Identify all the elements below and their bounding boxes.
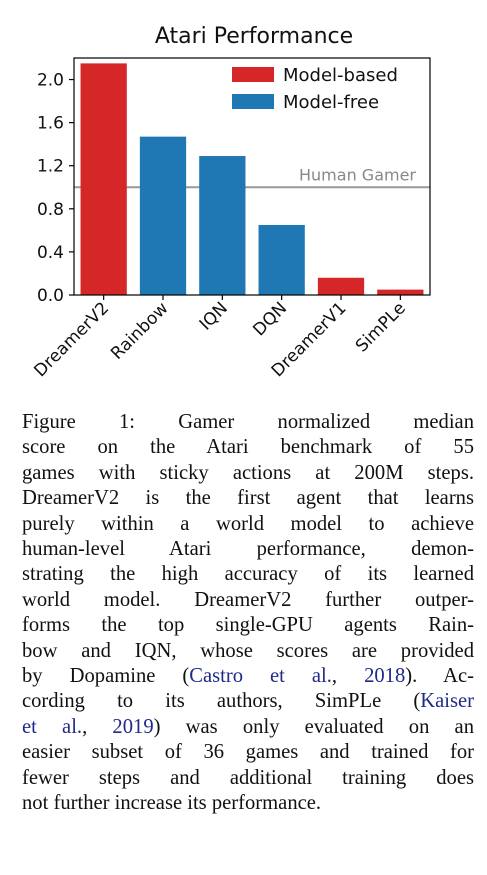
caption-line: cording to its authors, SimPLe (Kaiser bbox=[22, 689, 474, 714]
caption-text: , bbox=[331, 665, 365, 688]
legend-label: Model-free bbox=[283, 92, 379, 113]
legend-label: Model-based bbox=[283, 65, 398, 86]
y-tick-label: 1.2 bbox=[37, 157, 64, 177]
caption-text: score on the Atari benchmark of 55 bbox=[22, 436, 474, 459]
bar-simple bbox=[377, 289, 424, 295]
x-tick-label: DreamerV2 bbox=[30, 298, 113, 381]
bars bbox=[80, 63, 424, 295]
caption-text: games with sticky actions at 200M steps. bbox=[22, 461, 474, 484]
caption-text: human-level Atari performance, demon- bbox=[22, 538, 474, 561]
caption-line: not further increase its performance. bbox=[22, 791, 474, 816]
figure-caption: Figure 1: Gamer normalized median score o… bbox=[22, 410, 474, 817]
bar-dqn bbox=[258, 224, 305, 295]
legend-swatch bbox=[232, 94, 274, 109]
x-tick-label: DQN bbox=[249, 298, 291, 340]
y-tick-label: 2.0 bbox=[37, 71, 64, 91]
legend-swatch bbox=[232, 67, 274, 82]
bar-dreamerv2 bbox=[80, 63, 127, 295]
citation-link[interactable]: Castro et al. bbox=[189, 665, 332, 688]
human-gamer-label: Human Gamer bbox=[299, 165, 416, 184]
y-tick-label: 0.4 bbox=[37, 243, 64, 263]
caption-line: purely within a world model to achieve bbox=[22, 512, 474, 537]
caption-line: et al., 2019) was only evaluated on an bbox=[22, 715, 474, 740]
caption-text: easier subset of 36 games and trained fo… bbox=[22, 741, 474, 764]
caption-line: DreamerV2 is the first agent that learns bbox=[22, 486, 474, 511]
caption-line: fewer steps and additional training does bbox=[22, 766, 474, 791]
y-tick-label: 1.6 bbox=[37, 114, 64, 134]
reference-layer: Human Gamer bbox=[74, 165, 430, 189]
caption-line: easier subset of 36 games and trained fo… bbox=[22, 740, 474, 765]
citation-link[interactable]: 2018 bbox=[364, 665, 406, 688]
citation-link[interactable]: et al. bbox=[22, 715, 83, 738]
x-tick-label: IQN bbox=[196, 298, 232, 334]
y-tick-label: 0.0 bbox=[37, 286, 64, 306]
caption-line: by Dopamine (Castro et al., 2018). Ac- bbox=[22, 664, 474, 689]
caption-text: cording to its authors, SimPLe ( bbox=[22, 690, 421, 713]
caption-text: strating the high accuracy of its learne… bbox=[22, 563, 474, 586]
bar-rainbow bbox=[139, 136, 187, 295]
caption-line: score on the Atari benchmark of 55 bbox=[22, 435, 474, 460]
caption-text: fewer steps and additional training does bbox=[22, 766, 474, 789]
caption-line: world model. DreamerV2 further outper- bbox=[22, 588, 474, 613]
citation-link[interactable]: 2019 bbox=[112, 715, 154, 738]
y-axis: 0.0 0.4 0.8 1.2 1.6 2.0 bbox=[37, 71, 74, 306]
caption-line: games with sticky actions at 200M steps. bbox=[22, 461, 474, 486]
caption-text: ). Ac- bbox=[405, 665, 474, 688]
y-tick-label: 0.8 bbox=[37, 200, 64, 220]
caption-text: by Dopamine ( bbox=[22, 665, 190, 688]
bar-dreamerv1 bbox=[317, 277, 365, 295]
caption-text: bow and IQN, whose scores are provided bbox=[22, 639, 474, 662]
x-tick-label: Rainbow bbox=[107, 298, 172, 363]
caption-text: , bbox=[82, 715, 113, 738]
bar-iqn bbox=[199, 156, 246, 295]
legend: Model-based Model-free bbox=[232, 65, 398, 113]
caption-text: ) was only evaluated on an bbox=[153, 715, 474, 738]
caption-line: strating the high accuracy of its learne… bbox=[22, 562, 474, 587]
chart-title: Atari Performance bbox=[155, 24, 353, 49]
atari-performance-chart: Atari Performance Human Gamer 0.0 0.4 0.8 1… bbox=[30, 24, 431, 381]
caption-text: forms the top single-GPU agents Rain- bbox=[22, 614, 474, 637]
caption-line: bow and IQN, whose scores are provided bbox=[22, 639, 474, 664]
caption-text: Figure 1: Gamer normalized median bbox=[22, 411, 474, 433]
x-tick-label: SimPLe bbox=[352, 298, 410, 356]
caption-line: Figure 1: Gamer normalized median bbox=[22, 410, 474, 435]
citation-link[interactable]: Kaiser bbox=[420, 690, 474, 713]
caption-line: human-level Atari performance, demon- bbox=[22, 537, 474, 562]
caption-line: forms the top single-GPU agents Rain- bbox=[22, 613, 474, 638]
plot-frame bbox=[73, 57, 431, 296]
caption-text: not further increase its performance. bbox=[22, 792, 322, 815]
caption-text: DreamerV2 is the first agent that learns bbox=[22, 487, 474, 510]
caption-text: world model. DreamerV2 further outper- bbox=[22, 588, 474, 611]
caption-text: purely within a world model to achieve bbox=[22, 512, 474, 535]
